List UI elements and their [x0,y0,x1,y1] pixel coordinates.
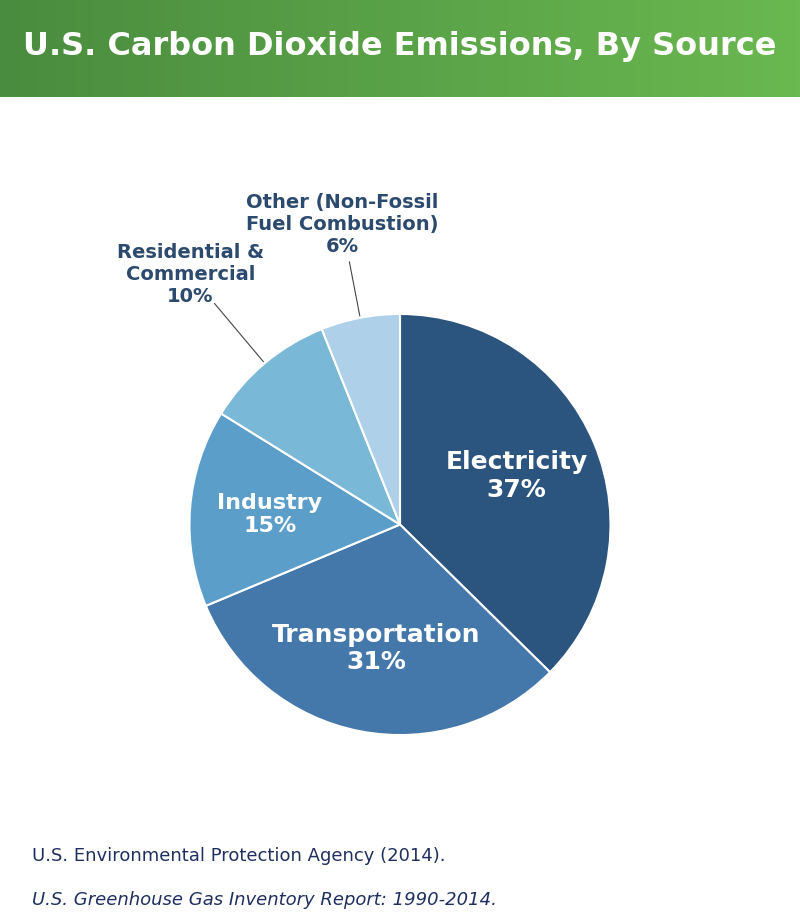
Wedge shape [322,314,400,525]
Wedge shape [221,329,400,525]
Text: Transportation
31%: Transportation 31% [272,623,480,675]
Wedge shape [190,414,400,606]
Text: Electricity
37%: Electricity 37% [446,450,588,502]
Text: Other (Non-Fossil
Fuel Combustion)
6%: Other (Non-Fossil Fuel Combustion) 6% [246,193,438,256]
Text: Residential &
Commercial
10%: Residential & Commercial 10% [117,243,264,306]
Text: U.S. Environmental Protection Agency (2014).: U.S. Environmental Protection Agency (20… [31,847,445,865]
Text: U.S. Carbon Dioxide Emissions, By Source: U.S. Carbon Dioxide Emissions, By Source [23,31,777,62]
Wedge shape [400,314,610,672]
Text: Industry
15%: Industry 15% [218,492,322,536]
Wedge shape [206,525,550,735]
Text: U.S. Greenhouse Gas Inventory Report: 1990-2014.: U.S. Greenhouse Gas Inventory Report: 19… [31,891,496,909]
